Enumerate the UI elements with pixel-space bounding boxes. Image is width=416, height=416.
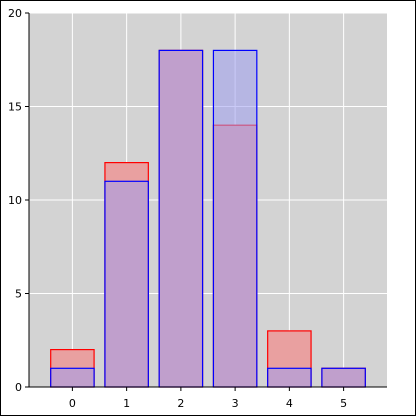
tick-labels: 0 5 10 15 20 0 1 2 3 4 5 (8, 7, 347, 410)
axes (25, 12, 387, 391)
y-tick-label: 5 (15, 288, 22, 301)
y-tick-label: 15 (8, 101, 22, 114)
y-tick-label: 20 (8, 7, 22, 20)
x-tick-label: 0 (69, 397, 76, 410)
x-tick-label: 3 (232, 397, 239, 410)
bar-series2-3 (212, 49, 258, 388)
bar-series2-2 (158, 49, 204, 388)
y-tick-label: 0 (15, 381, 22, 394)
bar-series2-4 (267, 367, 312, 388)
bar-series2-1 (104, 180, 149, 388)
x-tick-label: 1 (123, 397, 130, 410)
bar-series2-5 (321, 367, 366, 388)
x-tick-label: 2 (177, 397, 184, 410)
bars (50, 49, 366, 388)
x-tick-label: 4 (286, 397, 293, 410)
y-tick-label: 10 (8, 194, 22, 207)
x-tick-label: 5 (340, 397, 347, 410)
bar-series2-0 (50, 367, 95, 388)
